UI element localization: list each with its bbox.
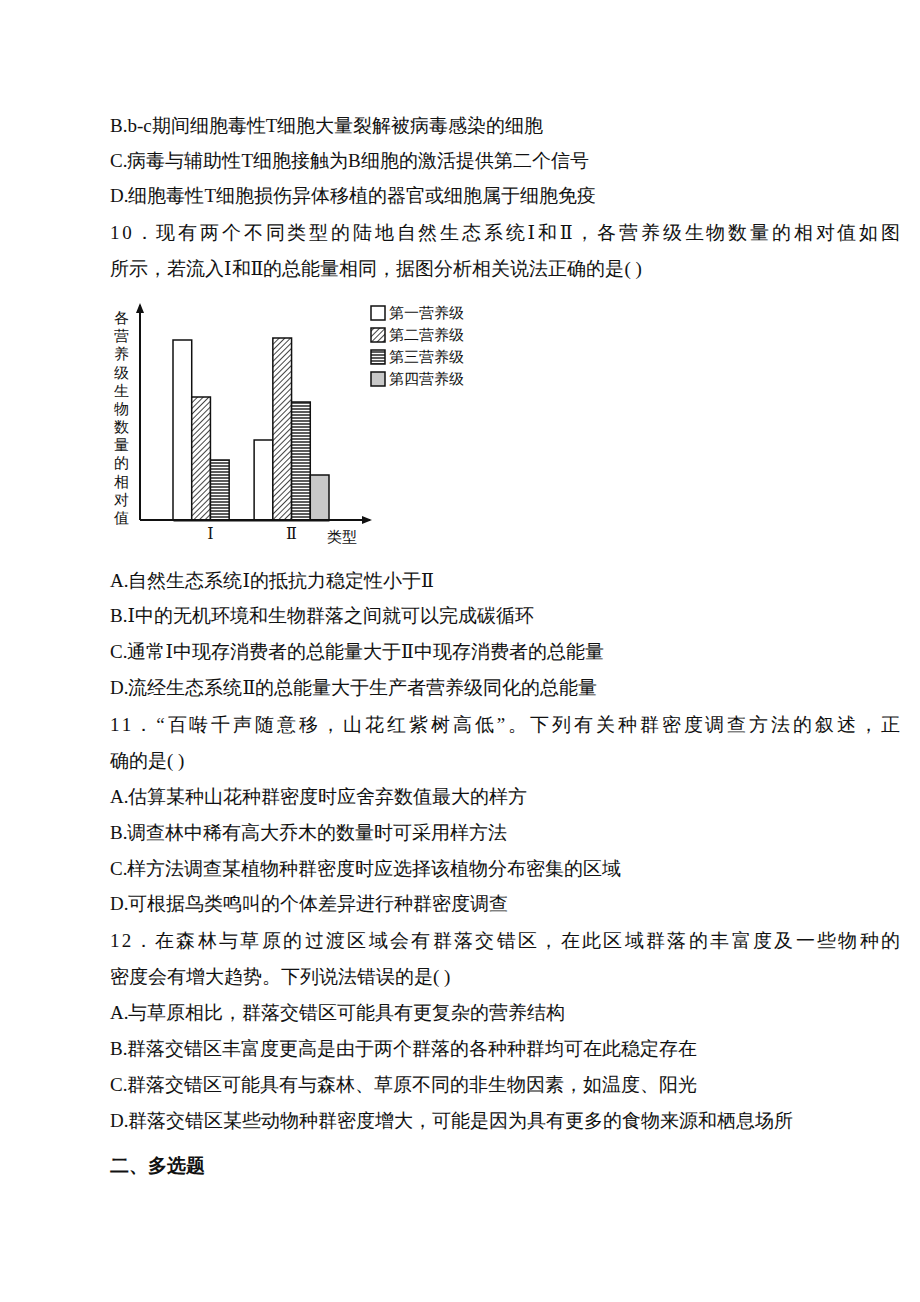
- option-line: A.估算某种山花种群密度时应舍弃数值最大的样方: [110, 786, 527, 807]
- legend-label: 第一营养级: [389, 305, 464, 321]
- question-stem: 所示，若流入Ⅰ和Ⅱ的总能量相同，据图分析相关说法正确的是( ): [110, 258, 642, 280]
- y-axis-line: [139, 305, 141, 520]
- bar: [192, 397, 211, 520]
- bar: [273, 338, 292, 520]
- tick: Ⅰ: [207, 520, 213, 542]
- question-stem: 11．“百啭千声随意移，山花红紫树高低”。下列有关种群密度调查方法的叙述，正: [110, 714, 900, 735]
- x-axis-line: [140, 519, 370, 521]
- option-line: B.b-c期间细胞毒性T细胞大量裂解被病毒感染的细胞: [110, 115, 543, 136]
- legend: 第一营养级第二营养级第三营养级第四营养级: [371, 305, 464, 387]
- arrow: [136, 303, 144, 313]
- option-line: D.群落交错区某些动物种群密度增大，可能是因为具有更多的食物来源和栖息场所: [110, 1110, 793, 1131]
- x-axis-title: 类型: [327, 529, 357, 545]
- chart: ⅠⅡ类型各营养级生物数量的相对值第一营养级第二营养级第三营养级第四营养级: [114, 303, 465, 545]
- bar: [210, 460, 229, 520]
- question-stem: 密度会有增大趋势。下列说法错误的是( ): [110, 966, 450, 988]
- option-line: D.流经生态系统Ⅱ的总能量大于生产者营养级同化的总能量: [110, 677, 597, 698]
- option-line: D.可根据鸟类鸣叫的个体差异进行种群密度调查: [110, 893, 508, 914]
- option-line: C.样方法调查某植物种群密度时应选择该植物分布密集的区域: [110, 858, 621, 879]
- bars: [173, 338, 329, 520]
- tick-label: Ⅱ: [286, 525, 297, 542]
- question-stem: 确的是( ): [109, 750, 184, 772]
- legend-swatch: [371, 306, 385, 320]
- option-line: A.与草原相比，群落交错区可能具有更复杂的营养结构: [110, 1002, 565, 1023]
- option-line: D.细胞毒性T细胞损伤异体移植的器官或细胞属于细胞免疫: [110, 185, 596, 206]
- bar: [254, 440, 273, 520]
- option-line: C.群落交错区可能具有与森林、草原不同的非生物因素，如温度、阳光: [110, 1074, 697, 1095]
- option-line: C.通常Ⅰ中现存消费者的总能量大于Ⅱ中现存消费者的总能量: [110, 641, 604, 662]
- legend-swatch: [371, 350, 385, 364]
- option-line: C.病毒与辅助性T细胞接触为B细胞的激活提供第二个信号: [110, 150, 589, 171]
- legend-swatch: [371, 328, 385, 342]
- x-axis: ⅠⅡ: [174, 520, 330, 542]
- legend-label: 第二营养级: [389, 327, 464, 343]
- legend-label: 第三营养级: [389, 349, 464, 365]
- option-line: B.调查林中稀有高大乔木的数量时可采用样方法: [110, 822, 507, 843]
- option-line: A.自然生态系统Ⅰ的抵抗力稳定性小于Ⅱ: [110, 570, 434, 591]
- bar: [173, 340, 192, 520]
- page: B.b-c期间细胞毒性T细胞大量裂解被病毒感染的细胞 C.病毒与辅助性T细胞接触为…: [0, 0, 920, 1302]
- tick: Ⅱ: [286, 520, 297, 542]
- option-line: B.Ⅰ中的无机环境和生物群落之间就可以完成碳循环: [110, 605, 534, 626]
- question-stem: 12．在森林与草原的过渡区域会有群落交错区，在此区域群落的丰富度及一些物种的: [110, 930, 900, 951]
- axes: [136, 303, 372, 524]
- option-line: B.群落交错区丰富度更高是由于两个群落的各种种群均可在此稳定存在: [110, 1038, 697, 1059]
- legend-swatch: [371, 372, 385, 386]
- tick-label: Ⅰ: [207, 525, 213, 542]
- legend-label: 第四营养级: [389, 371, 464, 387]
- question-stem: 10．现有两个不同类型的陆地自然生态系统Ⅰ和Ⅱ，各营养级生物数量的相对值如图: [110, 222, 900, 243]
- bar: [292, 402, 311, 520]
- y-axis-title: 各营养级生物数量的相对值: [114, 310, 129, 526]
- arrow: [362, 516, 372, 524]
- bar: [310, 475, 329, 520]
- section-heading: 二、多选题: [110, 1155, 205, 1176]
- axis-domain: [174, 520, 330, 522]
